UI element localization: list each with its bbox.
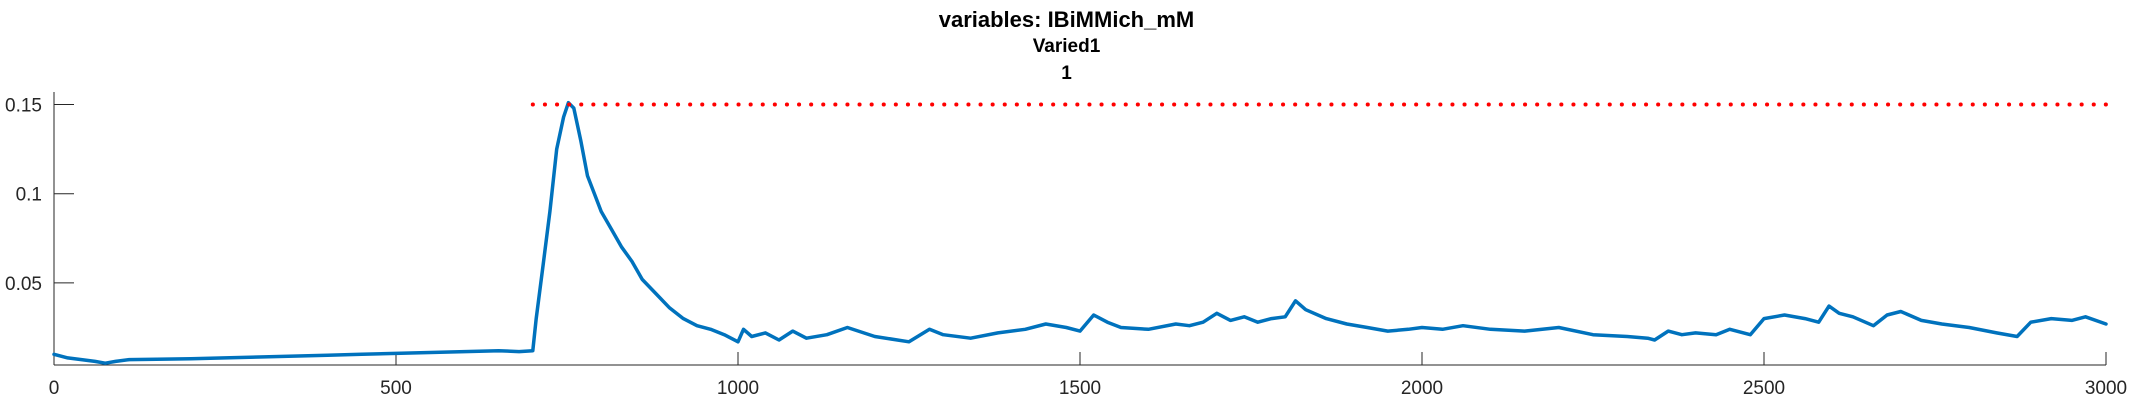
- chart-titles: variables: IBiMMich_mM Varied1 1: [0, 6, 2133, 87]
- x-tick-label: 1000: [717, 378, 759, 399]
- y-tick-label: 0.1: [16, 185, 42, 206]
- x-tick-label: 3000: [2085, 378, 2127, 399]
- x-tick-label: 2500: [1743, 378, 1785, 399]
- data-series-line: [52, 100, 2108, 365]
- chart-subtitle-2: 1: [1061, 63, 1072, 84]
- chart-subtitle: Varied1: [1032, 36, 1101, 57]
- y-tick-label: 0.05: [5, 274, 42, 295]
- x-tick-label: 0: [49, 378, 60, 399]
- x-tick-label: 2000: [1401, 378, 1443, 399]
- chart-title: variables: IBiMMich_mM: [938, 7, 1195, 32]
- y-tick-label: 0.15: [5, 95, 42, 116]
- x-tick-label: 500: [380, 378, 412, 399]
- x-tick-label: 1500: [1059, 378, 1101, 399]
